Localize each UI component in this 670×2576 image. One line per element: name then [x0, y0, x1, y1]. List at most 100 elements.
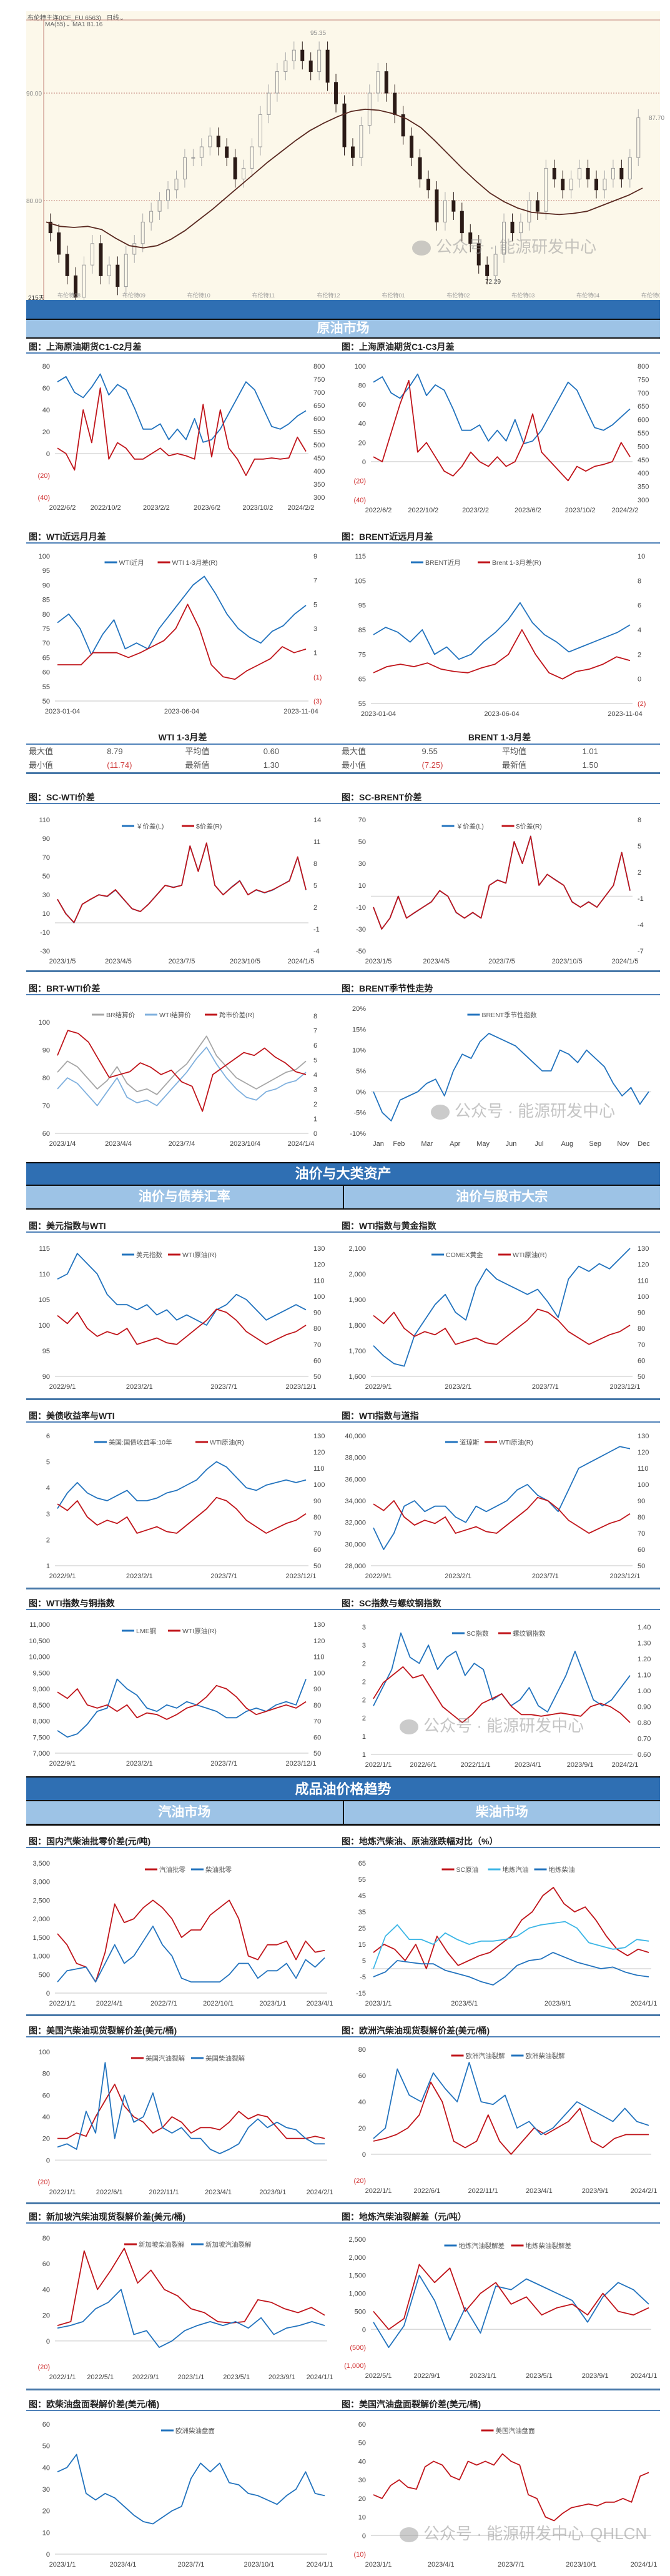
x-tick-label: 2023/1/1 [365, 2561, 392, 2569]
candle [476, 235, 481, 274]
x-tick-label: 2022/5/1 [365, 2372, 392, 2380]
x-tick-label: 2023/12/1 [286, 1383, 317, 1391]
y-tick-label: 100 [313, 1481, 325, 1489]
y-tick-label: 2 [313, 1101, 317, 1108]
kline-y-tick: 90.00 [26, 91, 42, 97]
y-tick-label: 300 [638, 497, 649, 504]
y-tick-label: 0 [638, 676, 641, 684]
y-tick-label: 15% [352, 1026, 366, 1033]
us-crack-spread-chart: 100 80 60 40 20 0 (20) 2022/1/1 2022/6/1 2022/11/… [26, 2043, 336, 2198]
y-tick-label: 750 [638, 376, 649, 384]
stats-row: 最大值 9.55 平均值 1.01 [342, 747, 598, 756]
candle-body [300, 49, 305, 61]
sc-c1-c2-spread-chart: 80 60 40 20 0 (20) (40) 800 750 700 650 600 550 500 45… [26, 357, 336, 514]
y-tick-label: -4 [313, 948, 320, 955]
y-tick-label: -10 [356, 904, 366, 912]
y-tick-label: 0 [46, 450, 50, 458]
chart-title: 图：SC-WTI价差 [26, 791, 339, 804]
chart-title: 图：美元指数与WTI [26, 1220, 339, 1233]
y-tick-label: 40 [42, 2464, 50, 2472]
x-tick-label: 布伦特12 [317, 292, 340, 299]
x-tick-label: 2023/5/1 [526, 2372, 553, 2380]
y-tick-label: 2,000 [32, 1916, 50, 1923]
x-tick-label: 2022/11/1 [149, 2189, 179, 2196]
y-tick-label: 20 [42, 2312, 50, 2320]
y-tick-label: 10 [358, 2514, 366, 2522]
y-tick-label: 60 [638, 1357, 645, 1365]
y-tick-label: 60 [358, 401, 366, 409]
y-tick-label: 65 [358, 676, 366, 684]
x-tick-label: 布伦特10 [187, 292, 210, 299]
legend-item: 地炼柴油 [534, 1866, 575, 1874]
y-tick-label: 400 [638, 470, 649, 477]
candle-body [267, 92, 271, 115]
y-tick-label: 90 [638, 1310, 645, 1317]
y-tick-label: -15 [356, 1990, 366, 1997]
y-tick-label: 40,000 [345, 1433, 366, 1440]
x-tick-label: 2023/9/1 [567, 1761, 594, 1769]
kline-low-label: 72.29 [485, 279, 501, 286]
legend-item: 美元指数 [122, 1251, 162, 1259]
candle-body [544, 167, 548, 212]
y-tick-label: 10 [638, 553, 645, 560]
series-line-2 [57, 1030, 307, 1112]
candle-body [191, 157, 195, 159]
chart-title: 图：上海原油期货C1-C2月差 [26, 341, 339, 354]
legend-item: 美国:国债收益率:10年 [94, 1438, 172, 1446]
y-tick-label: 0.80 [638, 1719, 651, 1727]
x-tick-label: 2022/1/1 [49, 2189, 76, 2196]
section-band-products: 成品油价格趋势 [26, 1776, 660, 1801]
y-tick-label: 80 [313, 1702, 321, 1709]
x-tick-label: 2023/4/1 [515, 1761, 541, 1769]
y-tick-label: 20 [358, 2495, 366, 2503]
candle [636, 109, 641, 166]
x-tick-label: 2024/1/1 [307, 2374, 333, 2381]
y-tick-label: 60 [42, 2092, 50, 2099]
candle [191, 149, 195, 166]
y-tick-label: 0 [313, 1130, 317, 1138]
sc-wti-spread-chart: 110 90 70 50 30 10 -10 -30 14 11 8 5 2 -1 -4 2023/1/5 20… [26, 811, 336, 967]
x-tick-label: 布伦特03 [511, 292, 535, 299]
candle [149, 202, 154, 231]
x-tick-label: 2023/12/1 [286, 1760, 317, 1768]
y-tick-label: 36,000 [345, 1476, 366, 1483]
y-tick-label: 100 [638, 1481, 649, 1489]
candle [485, 256, 490, 285]
legend-item: 美国汽油盘面 [481, 2427, 535, 2435]
y-tick-label: 75 [42, 625, 50, 633]
candle-body [107, 264, 111, 276]
divider [26, 970, 660, 972]
legend-label: $价差(R) [516, 822, 542, 830]
candle [74, 267, 78, 300]
y-tick-label: 70 [358, 817, 366, 824]
legend-label: 跨市价差(R) [219, 1011, 255, 1019]
ma-dropdown[interactable]: MA(55) [45, 21, 66, 28]
candle-body [174, 179, 179, 191]
x-tick-label: Jan [373, 1140, 384, 1148]
x-tick-label: 2023/9/1 [268, 2374, 295, 2381]
x-tick-label: 2023/7/1 [210, 1760, 237, 1768]
candle-body [502, 221, 506, 255]
x-tick-label: 2023/2/2 [143, 504, 170, 512]
x-tick-label: Dec [638, 1140, 650, 1148]
y-tick-label: -7 [638, 948, 644, 955]
candle [48, 213, 52, 242]
y-tick-label: 1 [313, 1115, 317, 1123]
candle-body [334, 82, 338, 104]
candle [99, 235, 103, 285]
kline-period-dropdown[interactable]: 日线 [106, 15, 119, 22]
candle [510, 213, 515, 242]
x-tick-label: 2023/12/1 [286, 1573, 317, 1580]
x-tick-label: 2022/9/1 [49, 1760, 76, 1768]
legend-label: 欧洲柴油盘面 [175, 2427, 215, 2435]
x-tick-label: 2024/1/5 [612, 958, 639, 965]
legend-label: WTI原油(R) [513, 1251, 547, 1259]
kline-high-label: 95.35 [310, 30, 327, 37]
kline-days-label: 215天 [28, 295, 45, 302]
y-tick-label: 90 [313, 1498, 321, 1505]
y-tick-label: 0.60 [638, 1751, 651, 1759]
x-tick-label: 2023/1/1 [365, 2000, 392, 2007]
divider [26, 2202, 660, 2204]
candle [292, 41, 296, 70]
legend-item: 跨市价差(R) [205, 1011, 255, 1019]
